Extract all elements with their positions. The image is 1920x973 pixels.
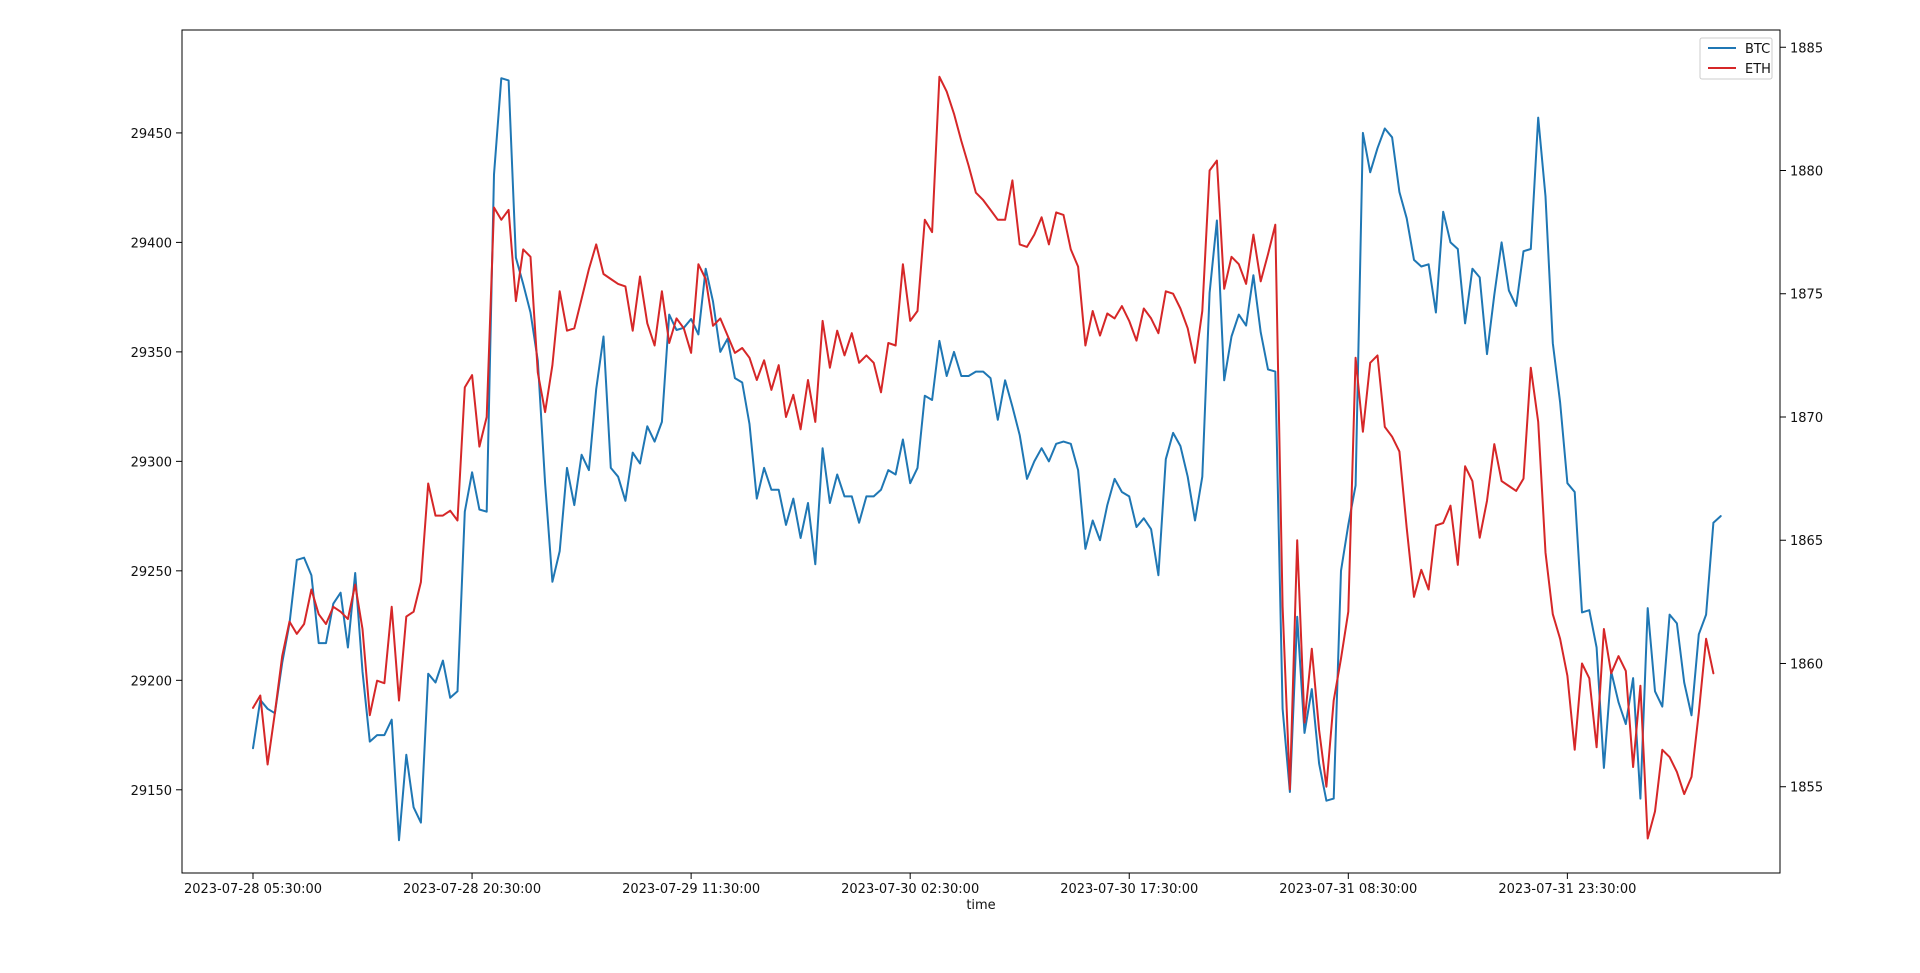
left-y-tick-label: 29400: [131, 236, 172, 251]
left-y-tick-label: 29200: [131, 674, 172, 689]
x-tick-label: 2023-07-28 05:30:00: [184, 882, 322, 897]
x-tick-label: 2023-07-29 11:30:00: [622, 882, 760, 897]
left-y-axis: 29150 29200 29250 29300 29350 29400 29450: [131, 127, 182, 799]
series-layer: [252, 75, 1722, 842]
right-y-tick-label: 1880: [1790, 165, 1823, 180]
x-tick-label: 2023-07-30 17:30:00: [1060, 882, 1198, 897]
x-tick-label: 2023-07-31 23:30:00: [1498, 882, 1636, 897]
right-y-tick-label: 1855: [1790, 781, 1823, 796]
legend: BTC ETH: [1699, 37, 1773, 80]
x-tick-label: 2023-07-30 02:30:00: [841, 882, 979, 897]
series-line-eth: [252, 75, 1715, 840]
right-y-tick-label: 1885: [1790, 41, 1823, 56]
right-y-tick-label: 1875: [1790, 288, 1823, 303]
series-line-btc: [252, 77, 1722, 842]
left-y-tick-label: 29350: [131, 346, 172, 361]
right-y-tick-label: 1865: [1790, 534, 1823, 549]
legend-label-eth: ETH: [1745, 62, 1771, 77]
right-y-tick-label: 1860: [1790, 657, 1823, 672]
right-y-axis: 1855 1860 1865 1870 1875 1880 1885: [1780, 41, 1823, 796]
left-y-tick-label: 29300: [131, 455, 172, 470]
left-y-tick-label: 29450: [131, 127, 172, 142]
plot-area: [181, 29, 1781, 874]
left-y-tick-label: 29250: [131, 565, 172, 580]
x-axis: 2023-07-28 05:30:00 2023-07-28 20:30:00 20…: [184, 873, 1636, 897]
x-tick-label: 2023-07-31 08:30:00: [1279, 882, 1417, 897]
x-axis-label: time: [966, 898, 995, 913]
x-tick-label: 2023-07-28 20:30:00: [403, 882, 541, 897]
legend-label-btc: BTC: [1745, 42, 1770, 57]
left-y-tick-label: 29150: [131, 784, 172, 799]
right-y-tick-label: 1870: [1790, 411, 1823, 426]
